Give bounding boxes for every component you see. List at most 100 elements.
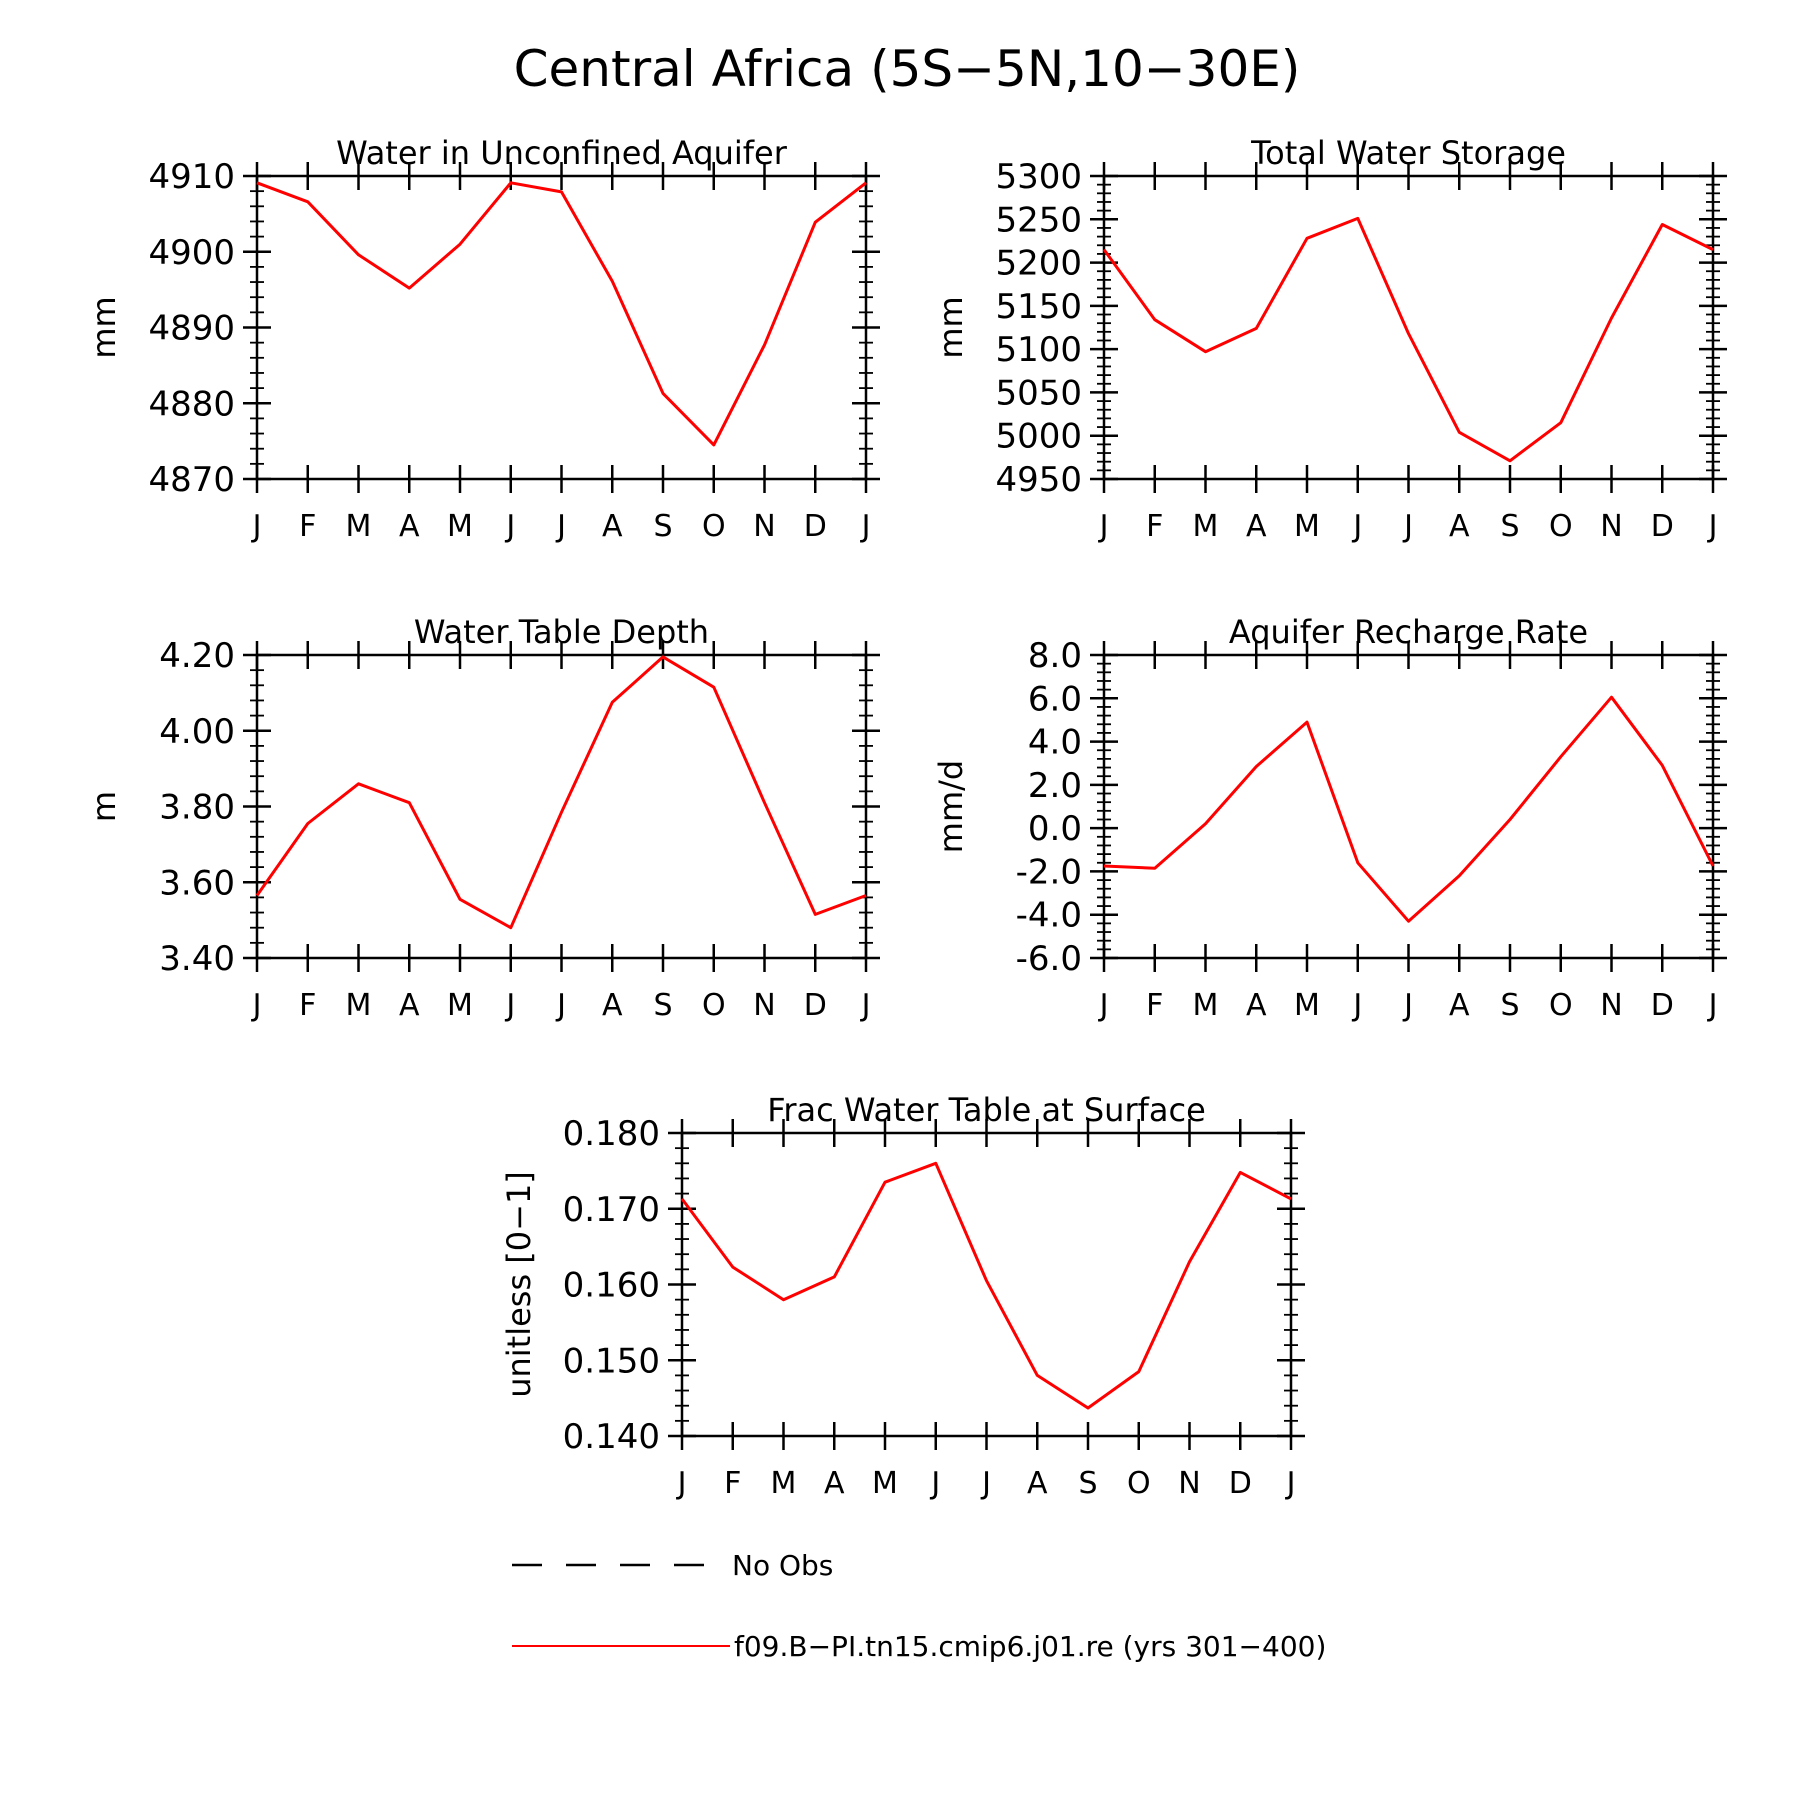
y-tick-label: 6.0 (1028, 679, 1082, 719)
legend-obs-label: No Obs (732, 1549, 833, 1582)
plot-frame (255, 653, 868, 960)
x-tick-label: J (1402, 988, 1413, 1023)
x-tick-label: S (1500, 988, 1519, 1023)
x-tick-label: O (702, 988, 726, 1023)
y-tick-label: 5100 (995, 330, 1082, 370)
y-tick-label: 3.80 (159, 788, 235, 828)
x-tick-label: N (753, 988, 775, 1023)
y-axis-label: m (85, 791, 123, 822)
series-line (1102, 216, 1714, 463)
plot-frame (255, 174, 868, 481)
x-tick-label: M (1193, 509, 1219, 544)
x-tick-label: M (447, 509, 473, 544)
x-tick-label: O (1549, 988, 1573, 1023)
y-axis-label: mm (85, 296, 123, 358)
x-tick-label: J (1351, 988, 1362, 1023)
x-tick-label: D (804, 509, 827, 544)
x-tick-label: M (771, 1466, 797, 1501)
plot-frame (1102, 174, 1715, 481)
y-tick-label: 3.60 (159, 863, 235, 903)
x-tick-label: J (929, 1466, 940, 1501)
x-tick-label: N (1600, 988, 1622, 1023)
y-tick-label: 0.170 (563, 1190, 660, 1230)
x-tick-label: A (602, 988, 623, 1023)
y-tick-label: 8.0 (1028, 636, 1082, 676)
x-tick-label: J (504, 509, 515, 544)
x-tick-label: J (1707, 988, 1718, 1023)
x-tick-label: M (447, 988, 473, 1023)
y-tick-label: 0.150 (563, 1341, 660, 1381)
y-tick-label: 0.160 (563, 1266, 660, 1306)
x-tick-label: J (1351, 509, 1362, 544)
y-tick-label: 4880 (148, 384, 235, 424)
x-tick-label: M (872, 1466, 898, 1501)
x-tick-label: D (804, 988, 827, 1023)
x-tick-label: A (399, 509, 420, 544)
x-tick-label: M (1294, 988, 1320, 1023)
x-tick-label: S (653, 509, 672, 544)
series-line (680, 1161, 1292, 1410)
x-tick-label: J (860, 509, 871, 544)
x-tick-label: M (1294, 509, 1320, 544)
x-tick-label: F (1146, 509, 1163, 544)
y-tick-label: 5300 (995, 157, 1082, 197)
y-tick-label: 5250 (995, 200, 1082, 240)
x-tick-label: J (251, 988, 262, 1023)
x-tick-label: J (1707, 509, 1718, 544)
x-tick-label: J (860, 988, 871, 1023)
y-tick-label: -6.0 (1016, 939, 1082, 979)
x-tick-label: D (1651, 988, 1674, 1023)
x-tick-label: A (1246, 988, 1267, 1023)
x-tick-label: O (702, 509, 726, 544)
legend-model-label: f09.B−PI.tn15.cmip6.j01.re (yrs 301−400) (734, 1630, 1326, 1663)
y-tick-label: 0.140 (563, 1417, 660, 1457)
x-tick-label: O (1127, 1466, 1151, 1501)
x-tick-label: S (1078, 1466, 1097, 1501)
x-tick-label: M (346, 509, 372, 544)
x-tick-label: J (676, 1466, 687, 1501)
series-line (256, 181, 867, 447)
x-tick-label: S (653, 988, 672, 1023)
x-tick-label: J (555, 509, 566, 544)
x-tick-label: J (1098, 509, 1109, 544)
x-tick-label: A (1449, 988, 1470, 1023)
x-tick-label: J (980, 1466, 991, 1501)
plot-frame (680, 1131, 1293, 1438)
x-tick-label: F (299, 509, 316, 544)
x-tick-label: J (1098, 988, 1109, 1023)
y-tick-label: 4910 (148, 157, 235, 197)
y-tick-label: 2.0 (1028, 766, 1082, 806)
x-tick-label: S (1500, 509, 1519, 544)
x-tick-label: M (1193, 988, 1219, 1023)
y-tick-label: 4.0 (1028, 723, 1082, 763)
x-tick-label: J (1402, 509, 1413, 544)
y-tick-label: 4870 (148, 460, 235, 500)
x-tick-label: A (824, 1466, 845, 1501)
y-tick-label: 5200 (995, 244, 1082, 284)
x-tick-label: F (724, 1466, 741, 1501)
x-tick-label: J (251, 509, 262, 544)
y-tick-label: 4.00 (159, 712, 235, 752)
plot-frame (1102, 653, 1715, 960)
x-tick-label: A (1246, 509, 1267, 544)
y-tick-label: 4.20 (159, 636, 235, 676)
x-tick-label: F (299, 988, 316, 1023)
x-tick-label: J (555, 988, 566, 1023)
y-tick-label: 4950 (995, 460, 1082, 500)
x-tick-label: A (1027, 1466, 1048, 1501)
y-tick-label: -4.0 (1016, 896, 1082, 936)
x-tick-label: A (602, 509, 623, 544)
y-tick-label: -2.0 (1016, 852, 1082, 892)
y-tick-label: 4890 (148, 309, 235, 349)
y-tick-label: 5150 (995, 287, 1082, 327)
x-tick-label: M (346, 988, 372, 1023)
y-axis-label: mm/d (932, 760, 970, 853)
y-axis-label: unitless [0−1] (500, 1171, 538, 1398)
x-tick-label: D (1651, 509, 1674, 544)
x-tick-label: N (1178, 1466, 1200, 1501)
